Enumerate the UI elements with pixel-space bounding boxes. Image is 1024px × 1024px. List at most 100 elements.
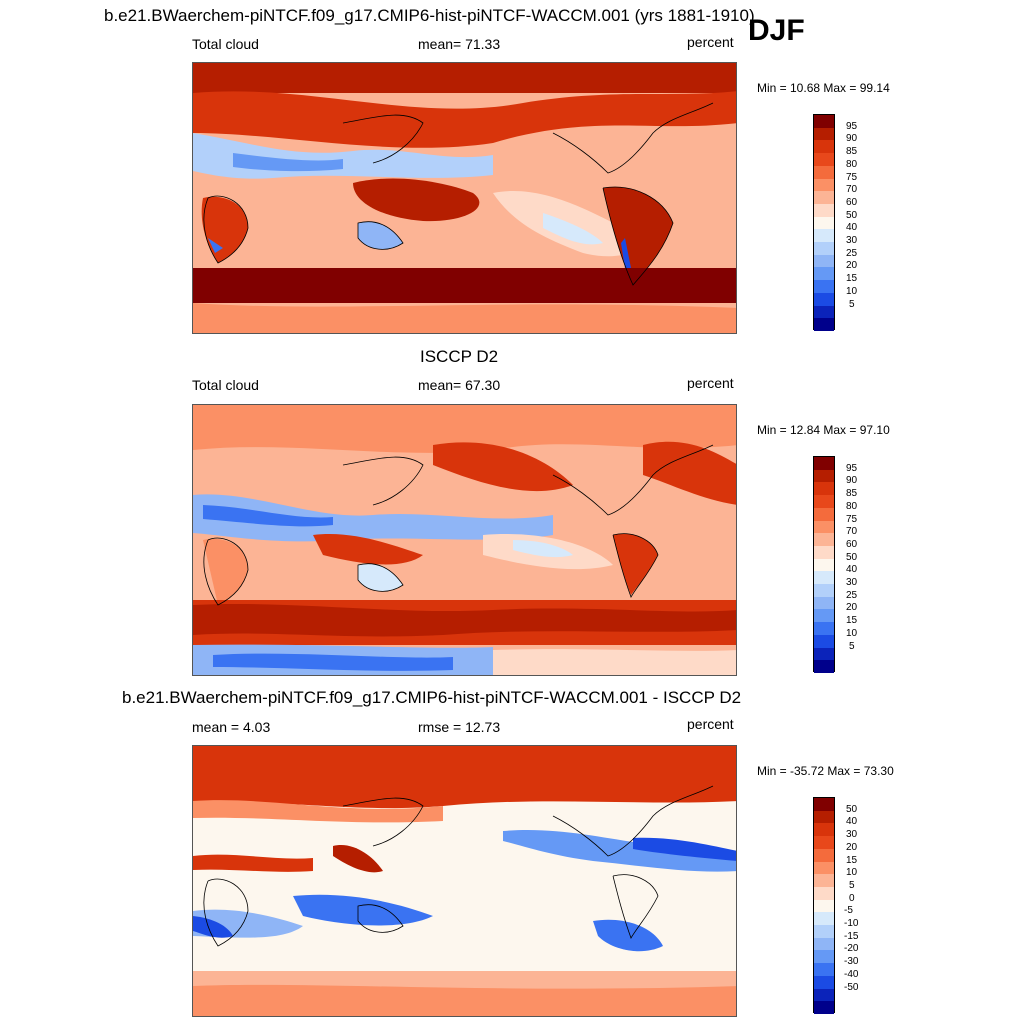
colorbar-tick-label: 20 xyxy=(846,602,858,614)
colorbar-swatch xyxy=(814,571,834,585)
colorbar-tick-label: 30 xyxy=(846,577,858,589)
colorbar-tick-label: 40 xyxy=(846,222,858,234)
panel-1-minmax: Min = 10.68 Max = 99.14 xyxy=(757,81,890,95)
colorbar-tick-label: 25 xyxy=(846,589,858,601)
colorbar-tick-label: 10 xyxy=(846,285,858,297)
colorbar-swatch xyxy=(814,899,834,913)
colorbar-swatch xyxy=(814,178,834,192)
colorbar-swatch xyxy=(814,874,834,887)
colorbar-tick-label: 90 xyxy=(846,133,858,145)
colorbar-swatch xyxy=(814,469,834,483)
colorbar-swatch xyxy=(814,242,834,255)
panel-2-title: ISCCP D2 xyxy=(420,347,499,366)
colorbar-swatch xyxy=(814,823,834,837)
colorbar-swatch xyxy=(814,280,834,293)
colorbar-tick-label: -40 xyxy=(844,968,859,980)
panel-1-mean-label: mean= 71.33 xyxy=(418,36,501,52)
colorbar-swatch xyxy=(814,507,834,521)
colorbar-swatch xyxy=(814,647,834,661)
colorbar-tick-label: 15 xyxy=(846,273,858,285)
panel-2-map xyxy=(192,404,737,676)
panel-1-map-plot xyxy=(193,63,736,333)
colorbar-swatch xyxy=(814,988,834,1002)
colorbar-tick-label: 5 xyxy=(849,298,855,310)
panel-1-title: b.e21.BWaerchem-piNTCF.f09_g17.CMIP6-his… xyxy=(104,6,755,25)
panel-2-mean-label: mean= 67.30 xyxy=(418,377,501,393)
colorbar-swatch xyxy=(814,810,834,824)
colorbar-swatch xyxy=(814,533,834,546)
colorbar-tick-label: 40 xyxy=(846,564,858,576)
colorbar-tick-label: 20 xyxy=(846,841,858,853)
colorbar-tick-label: 95 xyxy=(846,120,858,132)
panel-1-colorbar xyxy=(813,114,835,331)
colorbar-swatch xyxy=(814,153,834,166)
colorbar-tick-label: 5 xyxy=(849,640,855,652)
panel-2-units-label: percent xyxy=(687,375,734,391)
colorbar-tick-label: 80 xyxy=(846,158,858,170)
colorbar-tick-label: 60 xyxy=(846,196,858,208)
colorbar-swatch xyxy=(814,848,834,862)
colorbar-tick-label: 95 xyxy=(846,462,858,474)
colorbar-swatch xyxy=(814,1001,834,1014)
colorbar-swatch xyxy=(814,660,834,673)
colorbar-tick-label: 60 xyxy=(846,538,858,550)
colorbar-swatch xyxy=(814,963,834,976)
colorbar-tick-label: 80 xyxy=(846,500,858,512)
season-label: DJF xyxy=(748,14,805,47)
colorbar-tick-label: 10 xyxy=(846,627,858,639)
colorbar-tick-label: 15 xyxy=(846,854,858,866)
colorbar-swatch xyxy=(814,305,834,319)
panel-3-mean-label: mean = 4.03 xyxy=(192,719,271,735)
colorbar-swatch xyxy=(814,292,834,306)
colorbar-swatch xyxy=(814,203,834,217)
panel-3-colorbar xyxy=(813,797,835,1014)
panel-1-variable-label: Total cloud xyxy=(192,36,259,52)
colorbar-swatch xyxy=(814,558,834,572)
colorbar-swatch xyxy=(814,127,834,141)
colorbar-tick-label: -20 xyxy=(844,943,859,955)
colorbar-swatch xyxy=(814,950,834,964)
colorbar-tick-label: -15 xyxy=(844,930,859,942)
colorbar-tick-label: 85 xyxy=(846,488,858,500)
panel-2-map-plot xyxy=(193,405,736,675)
colorbar-tick-label: 50 xyxy=(846,551,858,563)
colorbar-swatch xyxy=(814,457,834,470)
colorbar-tick-label: 75 xyxy=(846,513,858,525)
colorbar-swatch xyxy=(814,596,834,610)
colorbar-swatch xyxy=(814,140,834,154)
colorbar-tick-label: -10 xyxy=(844,918,859,930)
colorbar-swatch xyxy=(814,267,834,281)
panel-3-map xyxy=(192,745,737,1017)
colorbar-tick-label: 50 xyxy=(846,209,858,221)
colorbar-tick-label: 25 xyxy=(846,247,858,259)
colorbar-swatch xyxy=(814,584,834,597)
colorbar-swatch xyxy=(814,937,834,951)
colorbar-swatch xyxy=(814,861,834,875)
colorbar-tick-label: -5 xyxy=(844,905,853,917)
colorbar-tick-label: 70 xyxy=(846,184,858,196)
colorbar-swatch xyxy=(814,925,834,938)
colorbar-tick-label: 5 xyxy=(849,879,855,891)
colorbar-tick-label: 40 xyxy=(846,816,858,828)
colorbar-tick-label: 85 xyxy=(846,146,858,158)
colorbar-tick-label: 20 xyxy=(846,260,858,272)
panel-2-variable-label: Total cloud xyxy=(192,377,259,393)
panel-3-rmse-label: rmse = 12.73 xyxy=(418,719,501,735)
panel-3-units-label: percent xyxy=(687,716,734,732)
panel-1-map xyxy=(192,62,737,334)
colorbar-swatch xyxy=(814,165,834,179)
colorbar-swatch xyxy=(814,495,834,508)
colorbar-swatch xyxy=(814,886,834,900)
colorbar-swatch xyxy=(814,609,834,623)
colorbar-swatch xyxy=(814,318,834,331)
colorbar-tick-label: -30 xyxy=(844,956,859,968)
colorbar-swatch xyxy=(814,216,834,230)
colorbar-swatch xyxy=(814,191,834,204)
colorbar-swatch xyxy=(814,520,834,534)
colorbar-swatch xyxy=(814,836,834,849)
colorbar-swatch xyxy=(814,229,834,243)
colorbar-tick-label: 75 xyxy=(846,171,858,183)
colorbar-tick-label: 30 xyxy=(846,829,858,841)
panel-3-title: b.e21.BWaerchem-piNTCF.f09_g17.CMIP6-his… xyxy=(122,688,742,707)
colorbar-tick-label: 10 xyxy=(846,867,858,879)
